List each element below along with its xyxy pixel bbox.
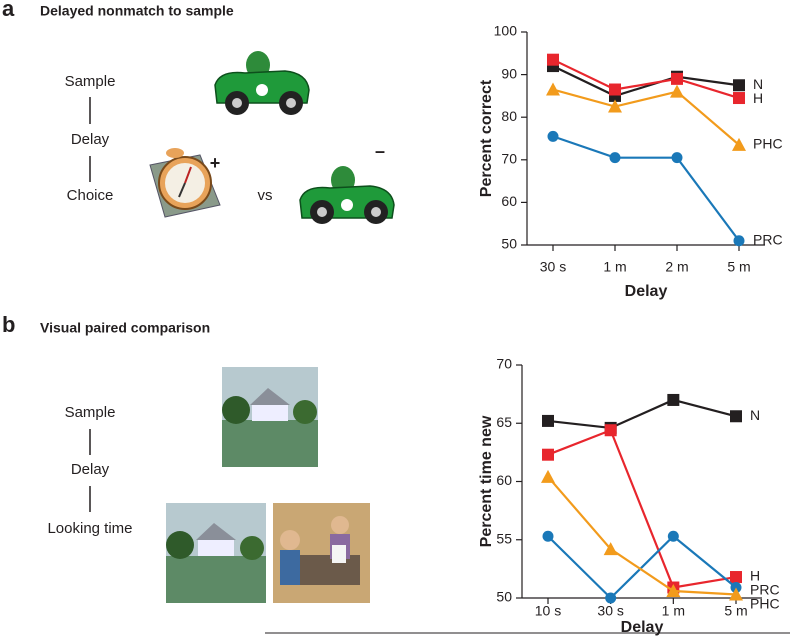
marker <box>603 542 618 556</box>
y-tick-label: 50 <box>501 236 517 252</box>
office-illustration <box>273 503 370 603</box>
x-tick-label: 30 s <box>597 603 623 619</box>
marker <box>733 235 745 247</box>
marker <box>733 92 745 105</box>
marker <box>670 84 684 98</box>
x-axis-label: Delay <box>625 283 668 300</box>
panel-letter: b <box>2 312 15 337</box>
clock-illustration <box>149 148 221 218</box>
legend-label: H <box>753 90 763 106</box>
series-line <box>552 65 740 98</box>
x-tick-label: 1 m <box>662 603 685 619</box>
x-tick-label: 1 m <box>603 259 626 275</box>
marker <box>609 83 621 96</box>
legend-label: N <box>750 407 760 423</box>
series-line <box>552 58 740 100</box>
y-tick-label: 60 <box>496 472 512 488</box>
versus-label: vs <box>258 187 273 204</box>
legend-label: PRC <box>753 231 783 247</box>
y-tick-label: 55 <box>496 530 512 546</box>
y-axis-label: Percent time new <box>478 415 495 547</box>
step-label: Delay <box>71 461 110 478</box>
plus-sign: + <box>210 153 221 173</box>
minus-sign: – <box>375 141 385 161</box>
step-box: Looking time <box>47 520 133 537</box>
x-tick-label: 5 m <box>727 259 750 275</box>
step-label: Sample <box>65 404 116 421</box>
marker <box>666 584 681 598</box>
legend-label: PHC <box>753 136 783 152</box>
y-tick-label: 100 <box>494 23 518 39</box>
y-tick-label: 70 <box>501 151 517 167</box>
x-tick-label: 10 s <box>535 603 561 619</box>
y-tick-label: 50 <box>496 589 512 605</box>
marker <box>671 152 683 164</box>
step-label: Looking time <box>47 520 133 537</box>
marker <box>667 530 679 542</box>
marker <box>546 82 560 96</box>
step-label: Delay <box>71 131 110 148</box>
series-line <box>552 88 740 146</box>
series-line <box>547 534 737 600</box>
series-line <box>547 476 737 596</box>
x-tick-label: 30 s <box>540 259 566 275</box>
marker <box>671 72 683 85</box>
marker <box>730 410 742 423</box>
x-axis-label: Delay <box>621 619 664 636</box>
landscape-illustration <box>166 367 318 603</box>
y-tick-label: 70 <box>496 356 512 372</box>
series-line <box>547 428 737 589</box>
legend-label: PRC <box>750 582 780 598</box>
y-axis-label: Percent correct <box>478 79 495 197</box>
panel-letter: a <box>2 0 15 21</box>
legend-label: H <box>750 568 760 584</box>
marker <box>604 424 617 437</box>
marker <box>547 53 559 66</box>
car-illustration <box>299 166 395 224</box>
marker <box>608 99 622 113</box>
legend-label: N <box>753 76 763 92</box>
marker <box>542 414 554 427</box>
marker <box>605 592 617 604</box>
marker <box>541 469 555 483</box>
marker <box>542 448 554 461</box>
series-line <box>547 398 737 430</box>
y-tick-label: 60 <box>501 193 517 209</box>
marker <box>609 152 621 164</box>
marker <box>547 130 559 142</box>
marker <box>667 393 680 406</box>
marker <box>732 137 746 151</box>
panel-title: Visual paired comparison <box>40 320 210 336</box>
step-label: Sample <box>65 73 116 90</box>
series-line <box>552 135 740 242</box>
x-tick-label: 5 m <box>724 603 747 619</box>
panel-title: Delayed nonmatch to sample <box>40 3 234 19</box>
marker <box>729 587 743 601</box>
y-tick-label: 80 <box>501 108 517 124</box>
car-illustration <box>214 51 310 115</box>
legend-label: PHC <box>750 596 780 612</box>
y-tick-label: 90 <box>501 65 517 81</box>
x-tick-label: 2 m <box>665 259 688 275</box>
marker <box>733 79 745 92</box>
marker <box>730 571 742 584</box>
step-label: Choice <box>67 187 114 204</box>
marker <box>542 530 554 542</box>
y-tick-label: 65 <box>496 414 512 430</box>
